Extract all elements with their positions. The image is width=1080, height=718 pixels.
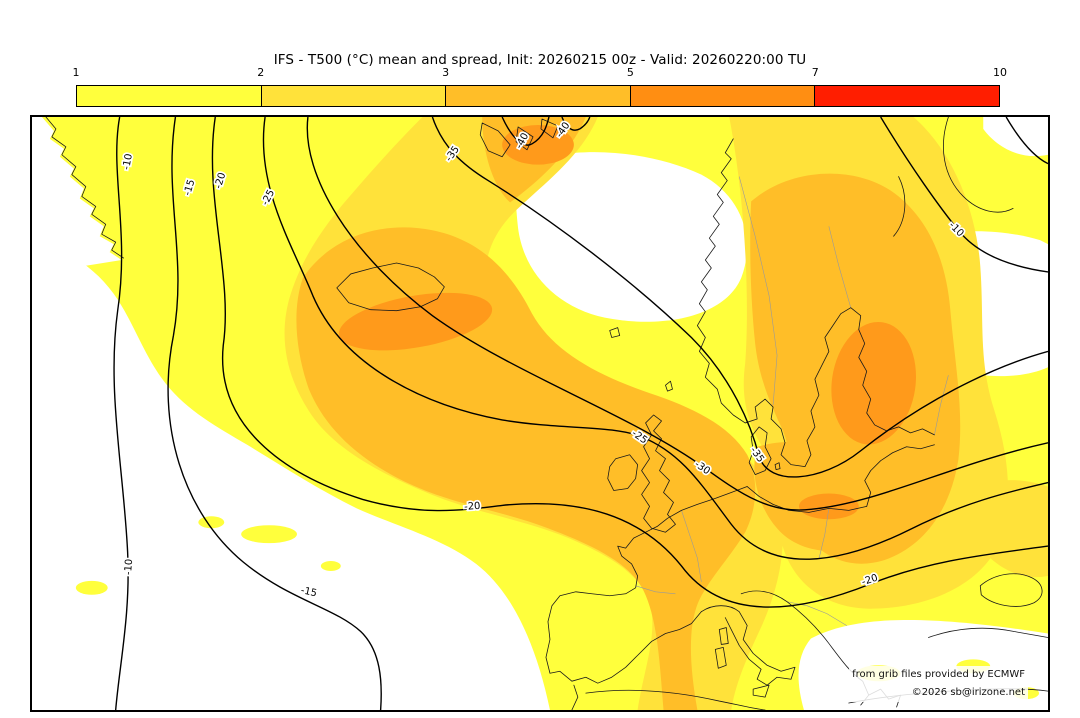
colorbar (76, 85, 1000, 107)
colorbar-tick-labels: 1 2 3 5 7 10 (72, 66, 1008, 80)
contour-minus10-east (880, 117, 1048, 273)
spread-yellow-spot (320, 561, 341, 571)
contour-label: -10 (123, 559, 135, 576)
colorbar-segment-5 (815, 86, 999, 106)
coastline-svalbard (479, 118, 559, 158)
spread-white-greenland (32, 117, 122, 272)
coastline-iceland (336, 262, 445, 312)
colorbar-tick-label: 2 (257, 66, 265, 79)
map-title: IFS - T500 (°C) mean and spread, Init: 2… (273, 52, 807, 68)
spread-yellow-spot (241, 525, 297, 544)
colorbar-segment-3 (446, 86, 631, 106)
coastline-denmark (748, 426, 781, 475)
colorbar-tick-label: 3 (442, 66, 450, 79)
coastline-black-sea (979, 573, 1043, 607)
contour-minus25 (262, 117, 1048, 560)
colorbar-tick-label: 7 (811, 66, 819, 79)
contour-corner-arc (1005, 117, 1048, 165)
coastline-baltic-south (746, 486, 868, 513)
contour-minus15 (167, 117, 382, 710)
spread-yellow-spot (198, 516, 225, 529)
colorbar-tick-label: 5 (626, 66, 634, 79)
border-sweden-finland (828, 226, 852, 308)
contour-label: -10 (121, 153, 135, 171)
credits-line-1: from grib files provided by ECMWF (849, 666, 1028, 684)
contour-minus30 (306, 117, 1048, 511)
coastline-ireland (607, 454, 639, 491)
spread-white-norwegian-sea (515, 152, 748, 322)
colorbar-segment-1 (77, 86, 262, 106)
country-border-layer (635, 176, 949, 626)
contour-line-layer (113, 117, 1048, 710)
border-norway-sweden (738, 176, 778, 406)
contour-label: -15 (300, 585, 318, 599)
colorbar-segment-4 (630, 86, 816, 106)
coastline-northsea-iberia (545, 486, 748, 684)
coastline-faroe-shetland (609, 327, 673, 392)
spread-level4-svalbard-core (502, 124, 574, 165)
border-pyrenees (635, 585, 676, 595)
colorbar-segment-2 (261, 86, 447, 106)
credits-line-2: ©2026 sb@irizone.net (849, 684, 1028, 702)
contour-minus10-west (113, 117, 129, 710)
border-france-germany (681, 510, 702, 582)
spread-white-southwest-atlantic (32, 238, 550, 710)
spread-white-top-right (983, 117, 1048, 157)
colorbar-tick-label: 1 (72, 66, 80, 79)
border-finland-russia (934, 375, 949, 435)
map-frame: -10 -15 -20 -25 -35 -40 -40 -10 -25 -30 … (30, 115, 1050, 712)
coastline-italy (700, 605, 796, 698)
spread-level2-right-edge (969, 480, 1048, 578)
coastline-ne-russia (893, 117, 1014, 237)
credits: from grib files provided by ECMWF ©2026 … (849, 666, 1028, 702)
coastline-turkey (928, 627, 1048, 638)
border-balkans (786, 601, 847, 626)
colorbar-tick-label: 10 (993, 66, 1007, 79)
contour-minus40-a (501, 117, 550, 146)
map-svg: -10 -15 -20 -25 -35 -40 -40 -10 -25 -30 … (32, 117, 1048, 710)
coastline-gulf-of-finland (864, 444, 935, 507)
coastline-scandinavia (696, 138, 935, 468)
spread-level4-iceland-core (338, 292, 493, 351)
spread-yellow-spot (75, 580, 108, 595)
coastline-great-britain (641, 414, 676, 533)
spread-level4-bothnia-core (831, 321, 916, 445)
contour-minus35 (431, 117, 1048, 478)
contour-minus20 (211, 117, 1048, 608)
contour-minus40-b (561, 117, 591, 131)
coastline-greenland (45, 117, 125, 259)
border-germany-poland (818, 508, 830, 560)
contour-label: -20 (464, 501, 481, 513)
spread-fill-layer (32, 117, 1048, 710)
